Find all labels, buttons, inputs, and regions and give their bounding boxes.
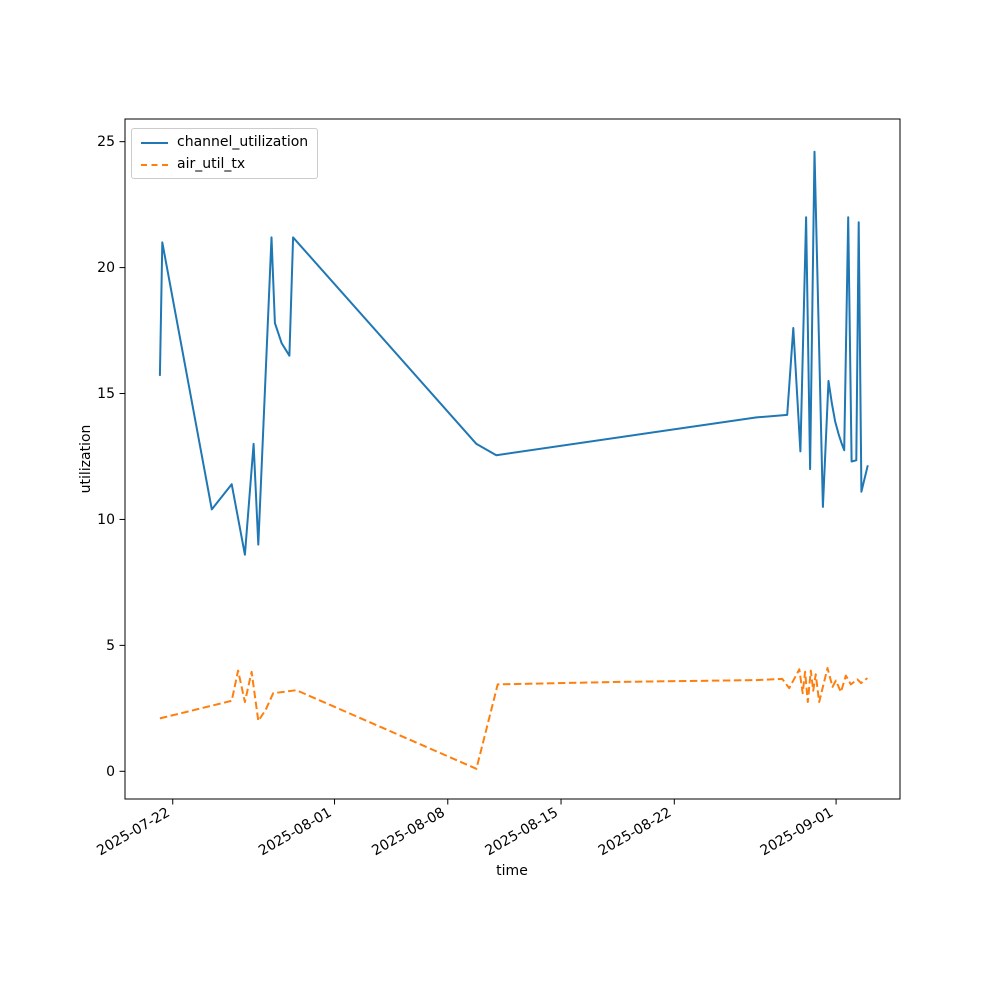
x-tick-label: 2025-08-15 bbox=[483, 805, 561, 860]
legend-label-air-util-tx: air_util_tx bbox=[177, 156, 246, 172]
y-tick-label: 15 bbox=[97, 386, 115, 402]
y-tick-label: 20 bbox=[97, 260, 115, 276]
legend: channel_utilization air_util_tx bbox=[131, 128, 319, 179]
legend-item-channel-utilization: channel_utilization bbox=[141, 134, 308, 151]
x-tick-label: 2025-08-01 bbox=[256, 805, 334, 860]
x-axis-title: time bbox=[496, 863, 528, 879]
legend-line-sample-dashed-icon bbox=[141, 163, 168, 166]
x-tick-label: 2025-08-08 bbox=[369, 805, 447, 860]
x-tick-label: 2025-09-01 bbox=[758, 805, 836, 860]
legend-item-air-util-tx: air_util_tx bbox=[141, 156, 308, 173]
y-tick-label: 25 bbox=[97, 134, 115, 150]
y-tick-label: 5 bbox=[106, 638, 115, 654]
series-line-air_util_tx bbox=[159, 667, 869, 770]
y-axis-title: utilization bbox=[78, 424, 94, 494]
legend-label-channel-utilization: channel_utilization bbox=[177, 134, 309, 150]
y-tick-label: 0 bbox=[106, 764, 115, 780]
plot-frame bbox=[124, 118, 901, 800]
legend-line-sample-solid-icon bbox=[141, 141, 168, 144]
x-tick-label: 2025-08-22 bbox=[596, 805, 674, 860]
y-tick-label: 10 bbox=[97, 512, 115, 528]
series-line-channel_utilization bbox=[158, 150, 869, 556]
x-tick-label: 2025-07-22 bbox=[94, 805, 172, 860]
